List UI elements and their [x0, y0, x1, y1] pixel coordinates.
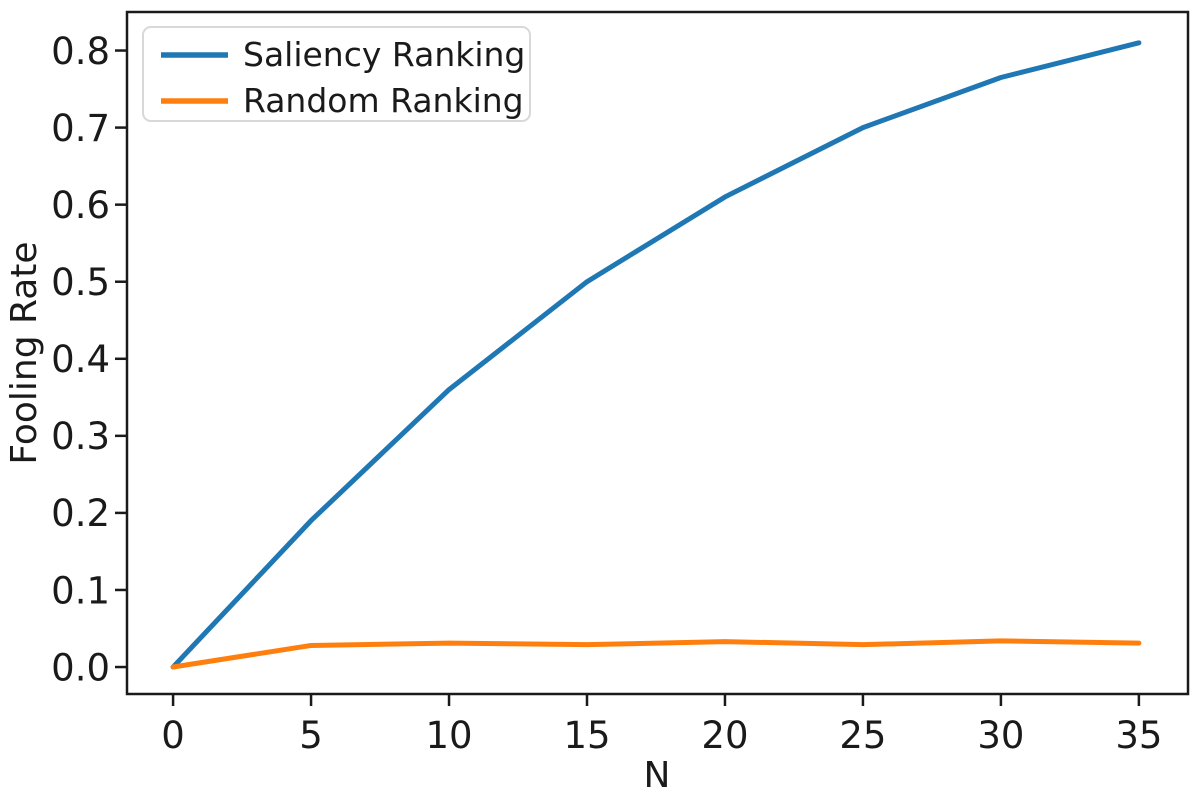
- y-tick-label: 0.6: [51, 184, 110, 227]
- x-tick-label: 25: [839, 714, 886, 757]
- x-tick-label: 5: [299, 714, 323, 757]
- legend-label-random: Random Ranking: [243, 81, 524, 120]
- saliency-ranking-line: [170, 40, 1142, 670]
- y-tick-label: 0.1: [51, 569, 110, 612]
- x-tick-label: 10: [425, 714, 472, 757]
- legend: Saliency Ranking Random Ranking: [142, 26, 531, 122]
- y-tick-label: 0.3: [51, 415, 110, 458]
- y-tick-label: 0.8: [51, 30, 110, 73]
- y-axis-label: Fooling Rate: [4, 241, 45, 464]
- y-axis-ticks: 0.0 0.1 0.2 0.3 0.4 0.5 0.6 0.7 0.8: [51, 30, 127, 689]
- y-tick-label: 0.5: [51, 261, 110, 304]
- x-axis-label: N: [644, 755, 671, 796]
- legend-frame: [142, 26, 531, 122]
- y-tick-label: 0.0: [51, 646, 110, 689]
- x-tick-label: 35: [1115, 714, 1162, 757]
- y-tick-label: 0.4: [51, 338, 110, 381]
- random-ranking-line: [170, 638, 1142, 670]
- x-axis-ticks: 0 5 10 15 20 25 30 35: [161, 694, 1162, 757]
- x-tick-label: 15: [563, 714, 610, 757]
- y-tick-label: 0.7: [51, 107, 110, 150]
- legend-label-saliency: Saliency Ranking: [243, 35, 525, 74]
- x-tick-label: 30: [977, 714, 1024, 757]
- x-tick-label: 0: [161, 714, 185, 757]
- axes-frame: [125, 10, 1190, 696]
- y-tick-label: 0.2: [51, 492, 110, 535]
- x-tick-label: 20: [701, 714, 748, 757]
